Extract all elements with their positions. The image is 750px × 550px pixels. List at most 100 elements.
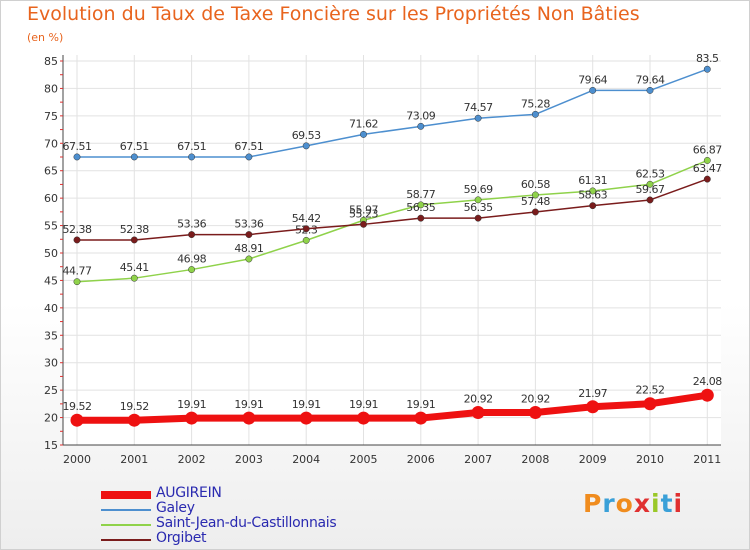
data-label: 46.98 (177, 253, 206, 266)
data-label: 19.52 (120, 400, 149, 413)
legend-label: Saint-Jean-du-Castillonnais (156, 515, 337, 531)
data-point (357, 411, 370, 425)
data-point (360, 130, 367, 138)
data-point (130, 153, 138, 161)
y-tick-label: 20 (44, 412, 58, 425)
data-point (531, 110, 539, 118)
data-label: 21.97 (578, 387, 607, 400)
data-label: 59.67 (636, 183, 665, 196)
data-label: 48.91 (234, 242, 263, 255)
data-point (188, 266, 196, 274)
x-tick-label: 2008 (521, 453, 549, 466)
series-line-orgibet (77, 178, 708, 241)
data-label: 74.57 (464, 101, 493, 114)
y-tick-label: 70 (44, 137, 58, 150)
legend-item: Orgibet (101, 530, 401, 547)
data-label: 19.91 (349, 398, 378, 411)
data-point (302, 142, 310, 150)
data-label: 44.77 (63, 265, 92, 278)
data-label: 56.35 (406, 201, 435, 214)
y-tick-label: 40 (44, 302, 58, 315)
data-point (414, 411, 428, 425)
plot-area (63, 55, 721, 445)
data-label: 53.36 (234, 218, 263, 231)
series-line-galey (77, 68, 708, 158)
data-point (245, 231, 253, 239)
y-tick-label: 35 (44, 329, 58, 342)
data-label: 19.91 (292, 398, 321, 411)
data-label: 59.69 (464, 183, 493, 196)
data-point (70, 413, 84, 427)
data-label: 67.51 (120, 140, 149, 153)
data-label: 73.09 (406, 109, 435, 122)
x-tick-label: 2009 (579, 453, 607, 466)
data-label: 20.92 (521, 393, 550, 406)
legend-label: Orgibet (156, 530, 207, 546)
data-label: 75.28 (521, 97, 550, 110)
data-point (242, 411, 256, 425)
data-point (531, 208, 539, 216)
data-point (417, 214, 425, 222)
y-tick-label: 45 (44, 274, 58, 287)
legend-swatch (101, 491, 151, 499)
legend-label: Galey (156, 500, 195, 516)
data-point (188, 153, 196, 161)
y-tick-label: 50 (44, 247, 58, 260)
legend-swatch (101, 524, 151, 526)
data-point (471, 406, 485, 420)
data-label: 24.08 (693, 375, 722, 388)
data-point (185, 411, 199, 425)
data-label: 19.91 (234, 398, 263, 411)
logo-letter: i (651, 489, 661, 518)
data-point (703, 157, 711, 164)
y-tick-label: 15 (44, 439, 58, 452)
legend-swatch (101, 539, 151, 541)
data-point (474, 214, 482, 222)
x-tick-label: 2005 (350, 453, 378, 466)
data-point (586, 400, 600, 414)
data-point (703, 65, 711, 73)
data-point (474, 114, 482, 122)
data-point (302, 225, 310, 233)
data-label: 60.58 (521, 178, 550, 191)
data-point (127, 413, 141, 427)
data-point (646, 196, 654, 204)
data-label: 71.62 (349, 117, 378, 130)
data-point (589, 202, 597, 210)
logo-letter: o (615, 489, 634, 518)
data-point (531, 191, 539, 199)
data-label: 55.23 (349, 207, 378, 220)
data-label: 58.77 (406, 188, 435, 201)
data-label: 52.38 (63, 223, 92, 236)
data-point (130, 236, 138, 244)
data-point (646, 86, 654, 94)
proxiti-logo: Proxiti (583, 489, 683, 518)
legend-item: Saint-Jean-du-Castillonnais (101, 515, 401, 532)
data-point (299, 411, 313, 425)
legend-label: AUGIREIN (156, 485, 222, 501)
series-line-augirein (77, 391, 708, 424)
logo-letter: i (673, 489, 684, 518)
data-label: 67.51 (63, 140, 92, 153)
x-tick-label: 2001 (120, 453, 148, 466)
data-label: 69.53 (292, 129, 321, 142)
data-label: 79.64 (636, 73, 665, 86)
data-label: 52.38 (120, 223, 149, 236)
y-tick-label: 85 (44, 55, 58, 68)
y-tick-label: 60 (44, 192, 58, 205)
data-point (528, 406, 542, 420)
x-tick-label: 2006 (407, 453, 435, 466)
data-point (130, 274, 138, 282)
data-point (417, 201, 425, 209)
data-label: 67.51 (234, 140, 263, 153)
x-tick-label: 2007 (464, 453, 492, 466)
logo-letter: x (633, 489, 651, 518)
data-label: 67.51 (177, 140, 206, 153)
data-label: 55.97 (349, 203, 378, 216)
data-point (643, 397, 657, 411)
data-label: 45.41 (120, 261, 149, 274)
legend: AUGIREIN Galey Saint-Jean-du-Castillonnais… (101, 485, 401, 547)
data-label: 79.64 (578, 73, 607, 86)
chart-title: Evolution du Taux de Taxe Foncière sur l… (27, 3, 640, 25)
